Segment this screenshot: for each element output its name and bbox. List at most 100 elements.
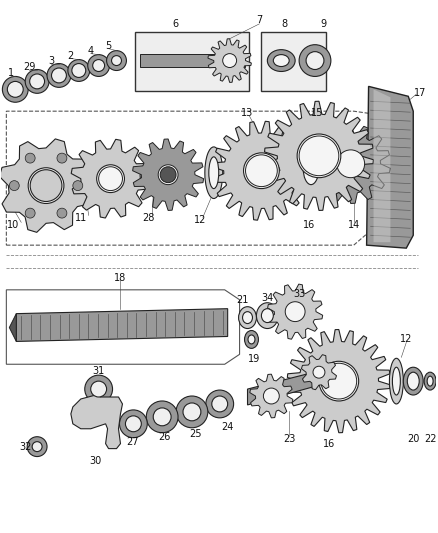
Polygon shape: [250, 374, 293, 418]
Circle shape: [299, 45, 331, 76]
Circle shape: [57, 208, 67, 218]
Circle shape: [25, 153, 35, 163]
Polygon shape: [71, 395, 123, 449]
Ellipse shape: [267, 50, 295, 71]
Text: 4: 4: [88, 46, 94, 55]
Text: 16: 16: [323, 439, 335, 449]
Polygon shape: [268, 284, 323, 339]
Circle shape: [183, 403, 201, 421]
Text: 9: 9: [321, 19, 327, 29]
Text: 8: 8: [281, 19, 287, 29]
Text: 5: 5: [106, 41, 112, 51]
Circle shape: [9, 181, 19, 191]
Text: 3: 3: [48, 55, 54, 66]
Polygon shape: [301, 354, 336, 390]
Polygon shape: [265, 101, 374, 211]
Circle shape: [297, 134, 341, 177]
Text: 30: 30: [89, 456, 102, 465]
Text: 19: 19: [248, 354, 261, 364]
Circle shape: [25, 69, 49, 93]
Circle shape: [25, 208, 35, 218]
Text: 13: 13: [241, 108, 254, 118]
Text: 14: 14: [348, 220, 360, 230]
Circle shape: [319, 361, 359, 401]
Circle shape: [160, 167, 176, 183]
Text: 20: 20: [407, 434, 420, 443]
Circle shape: [91, 381, 106, 397]
Circle shape: [158, 165, 178, 184]
Polygon shape: [287, 329, 390, 433]
Polygon shape: [133, 139, 204, 211]
Polygon shape: [247, 367, 334, 405]
Circle shape: [57, 153, 67, 163]
Circle shape: [99, 167, 123, 191]
Circle shape: [88, 54, 110, 76]
Text: 23: 23: [283, 434, 295, 443]
Polygon shape: [71, 139, 150, 218]
Text: 10: 10: [7, 220, 19, 230]
Circle shape: [153, 408, 171, 426]
Text: 2: 2: [68, 51, 74, 61]
Ellipse shape: [261, 309, 273, 322]
Circle shape: [244, 153, 279, 189]
Circle shape: [28, 168, 64, 204]
Text: 28: 28: [142, 213, 155, 223]
Ellipse shape: [403, 367, 423, 395]
Circle shape: [176, 396, 208, 428]
Ellipse shape: [239, 306, 256, 328]
Ellipse shape: [244, 330, 258, 349]
Circle shape: [299, 136, 339, 176]
Text: 15: 15: [311, 108, 323, 118]
Circle shape: [85, 375, 113, 403]
Circle shape: [2, 76, 28, 102]
Circle shape: [246, 155, 277, 187]
FancyBboxPatch shape: [135, 32, 250, 91]
Circle shape: [30, 169, 62, 201]
Circle shape: [32, 442, 42, 451]
Ellipse shape: [256, 303, 278, 328]
Circle shape: [306, 52, 324, 69]
Text: 16: 16: [303, 220, 315, 230]
Ellipse shape: [424, 372, 436, 390]
FancyBboxPatch shape: [261, 32, 326, 91]
Circle shape: [72, 63, 86, 77]
Circle shape: [212, 396, 228, 412]
Circle shape: [313, 366, 325, 378]
Circle shape: [106, 51, 127, 70]
Ellipse shape: [248, 335, 255, 344]
Text: 21: 21: [237, 295, 249, 305]
Text: 27: 27: [126, 437, 139, 447]
Circle shape: [47, 63, 71, 87]
Circle shape: [223, 54, 237, 68]
Text: 32: 32: [19, 442, 32, 451]
Ellipse shape: [209, 157, 219, 189]
Text: 17: 17: [414, 88, 426, 98]
Polygon shape: [9, 313, 16, 342]
Text: 31: 31: [92, 366, 105, 376]
Polygon shape: [311, 124, 390, 204]
Polygon shape: [16, 309, 228, 342]
Ellipse shape: [298, 142, 324, 193]
Text: 18: 18: [114, 273, 127, 283]
Text: 12: 12: [194, 215, 206, 225]
Circle shape: [321, 364, 357, 399]
Circle shape: [120, 410, 147, 438]
Polygon shape: [374, 90, 390, 242]
Circle shape: [27, 437, 47, 457]
Ellipse shape: [407, 372, 419, 390]
Text: 12: 12: [400, 334, 413, 344]
Ellipse shape: [243, 312, 252, 324]
Text: 22: 22: [424, 434, 436, 443]
Text: 7: 7: [256, 15, 262, 25]
Circle shape: [125, 416, 141, 432]
Ellipse shape: [205, 147, 223, 198]
Text: 33: 33: [293, 289, 305, 299]
Polygon shape: [140, 54, 244, 67]
Circle shape: [73, 181, 83, 191]
Text: 25: 25: [190, 429, 202, 439]
Circle shape: [93, 60, 105, 71]
Ellipse shape: [392, 367, 400, 395]
Circle shape: [7, 82, 23, 98]
Polygon shape: [367, 86, 413, 248]
Ellipse shape: [303, 151, 319, 184]
